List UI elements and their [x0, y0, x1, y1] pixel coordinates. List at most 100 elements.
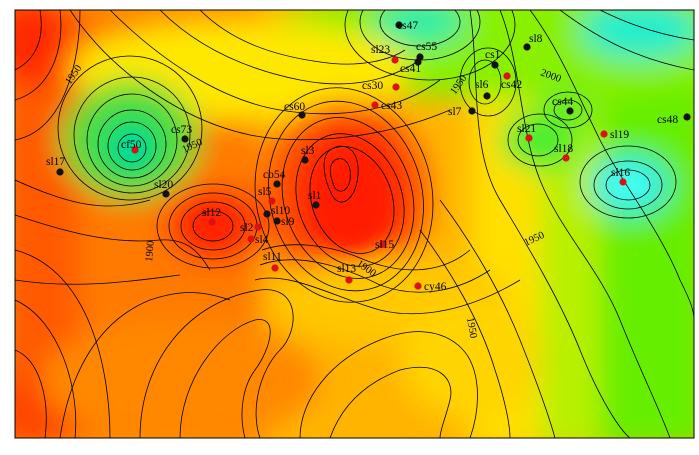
well-marker	[503, 72, 511, 80]
well-marker	[566, 107, 574, 115]
map-frame	[14, 9, 695, 439]
well-cs60: cs60	[284, 101, 306, 119]
well-label: sl10	[271, 205, 290, 217]
well-marker	[208, 218, 216, 226]
well-marker	[491, 61, 499, 69]
well-sl15: sl15	[375, 239, 394, 251]
well-marker	[683, 113, 691, 121]
well-label: cs41	[400, 63, 421, 75]
well-cs47: cs47	[395, 20, 418, 32]
well-label: cs44	[552, 96, 573, 108]
well-sl13: sl13	[337, 263, 356, 284]
well-cs73: cs73	[171, 124, 192, 143]
well-label: cs48	[657, 114, 678, 126]
well-label: cs47	[397, 20, 418, 32]
well-sl20: sl20	[154, 179, 173, 198]
well-marker	[600, 130, 608, 138]
well-marker	[268, 197, 276, 205]
well-marker	[395, 21, 403, 29]
well-cs42: cs42	[501, 72, 522, 91]
well-marker	[468, 107, 476, 115]
well-label: sl16	[611, 167, 630, 179]
well-label: cb54	[263, 169, 286, 181]
well-marker	[414, 58, 422, 66]
well-cs30: cs30	[362, 80, 400, 92]
well-label: sl1	[308, 190, 322, 202]
well-marker	[392, 83, 400, 91]
well-label: cf50	[121, 139, 142, 151]
well-label: cs55	[416, 41, 437, 53]
contour-lines	[15, 10, 694, 438]
well-marker	[371, 101, 379, 109]
well-label: sl11	[263, 251, 282, 263]
well-label: sl4	[255, 234, 269, 246]
well-sl9: sl9	[273, 216, 295, 228]
well-label: sl13	[337, 263, 356, 275]
well-sl7: sl7	[448, 106, 476, 118]
well-sl19: sl19	[600, 129, 629, 141]
well-marker	[391, 56, 399, 64]
well-sl21: sl21	[517, 123, 536, 142]
well-label: cs73	[171, 124, 192, 136]
well-label: sl20	[154, 179, 173, 191]
well-sl1: sl1	[308, 190, 322, 209]
well-cf50: cf50	[121, 139, 142, 154]
well-label: sl17	[46, 156, 65, 168]
well-label: sl2	[240, 222, 254, 234]
well-sl6: sl6	[475, 79, 491, 100]
well-label: sl23	[371, 44, 390, 56]
wells-layer: cs47 sl23 cs55 cs41 sl8 cs1 cs42 sl6 cs30 cs43 sl7…	[46, 20, 691, 293]
well-cs43: cs43	[371, 100, 402, 112]
well-marker	[181, 135, 189, 143]
well-label: cs42	[501, 79, 522, 91]
well-label: sl21	[517, 123, 536, 135]
well-cy46: cy46	[414, 281, 447, 293]
well-cs1: cs1	[485, 49, 501, 69]
well-label: sl19	[610, 129, 629, 141]
well-marker	[523, 43, 531, 51]
well-cb54: cb54	[263, 169, 286, 188]
well-marker	[525, 134, 533, 142]
well-label: sl12	[202, 207, 221, 219]
well-label: sl5	[258, 186, 272, 198]
well-marker	[414, 282, 422, 290]
well-label: cs1	[485, 49, 501, 61]
well-marker	[254, 223, 262, 231]
contour-label: 1900	[144, 240, 157, 262]
well-marker	[247, 235, 255, 243]
well-sl8: sl8	[523, 33, 543, 51]
well-label: cs60	[284, 101, 305, 113]
well-marker	[379, 240, 387, 248]
well-sl3: sl3	[301, 145, 315, 164]
well-sl23: sl23	[371, 44, 399, 64]
well-sl10: sl10	[263, 205, 290, 218]
well-label: sl7	[448, 106, 462, 118]
well-sl16: sl16	[611, 167, 630, 186]
contour-label: 1950	[464, 317, 478, 340]
well-label: cs43	[381, 100, 402, 112]
well-marker	[301, 156, 309, 164]
well-sl18: sl18	[554, 143, 573, 162]
well-sl2: sl2	[240, 222, 262, 234]
well-label: sl18	[554, 143, 573, 155]
well-sl11: sl11	[263, 251, 282, 272]
well-cs48: cs48	[657, 113, 691, 126]
well-label: sl3	[301, 145, 315, 157]
well-label: sl15	[375, 239, 394, 251]
well-marker	[271, 264, 279, 272]
well-label: cy46	[424, 281, 447, 293]
well-marker	[345, 276, 353, 284]
well-label: sl6	[475, 79, 489, 91]
well-marker	[298, 111, 306, 119]
well-marker	[162, 190, 170, 198]
well-sl5: sl5	[258, 186, 276, 205]
well-marker	[562, 154, 570, 162]
well-cs44: cs44	[552, 96, 574, 115]
well-marker	[483, 92, 491, 100]
well-marker	[263, 210, 271, 218]
well-marker	[56, 168, 64, 176]
well-marker	[131, 146, 139, 154]
